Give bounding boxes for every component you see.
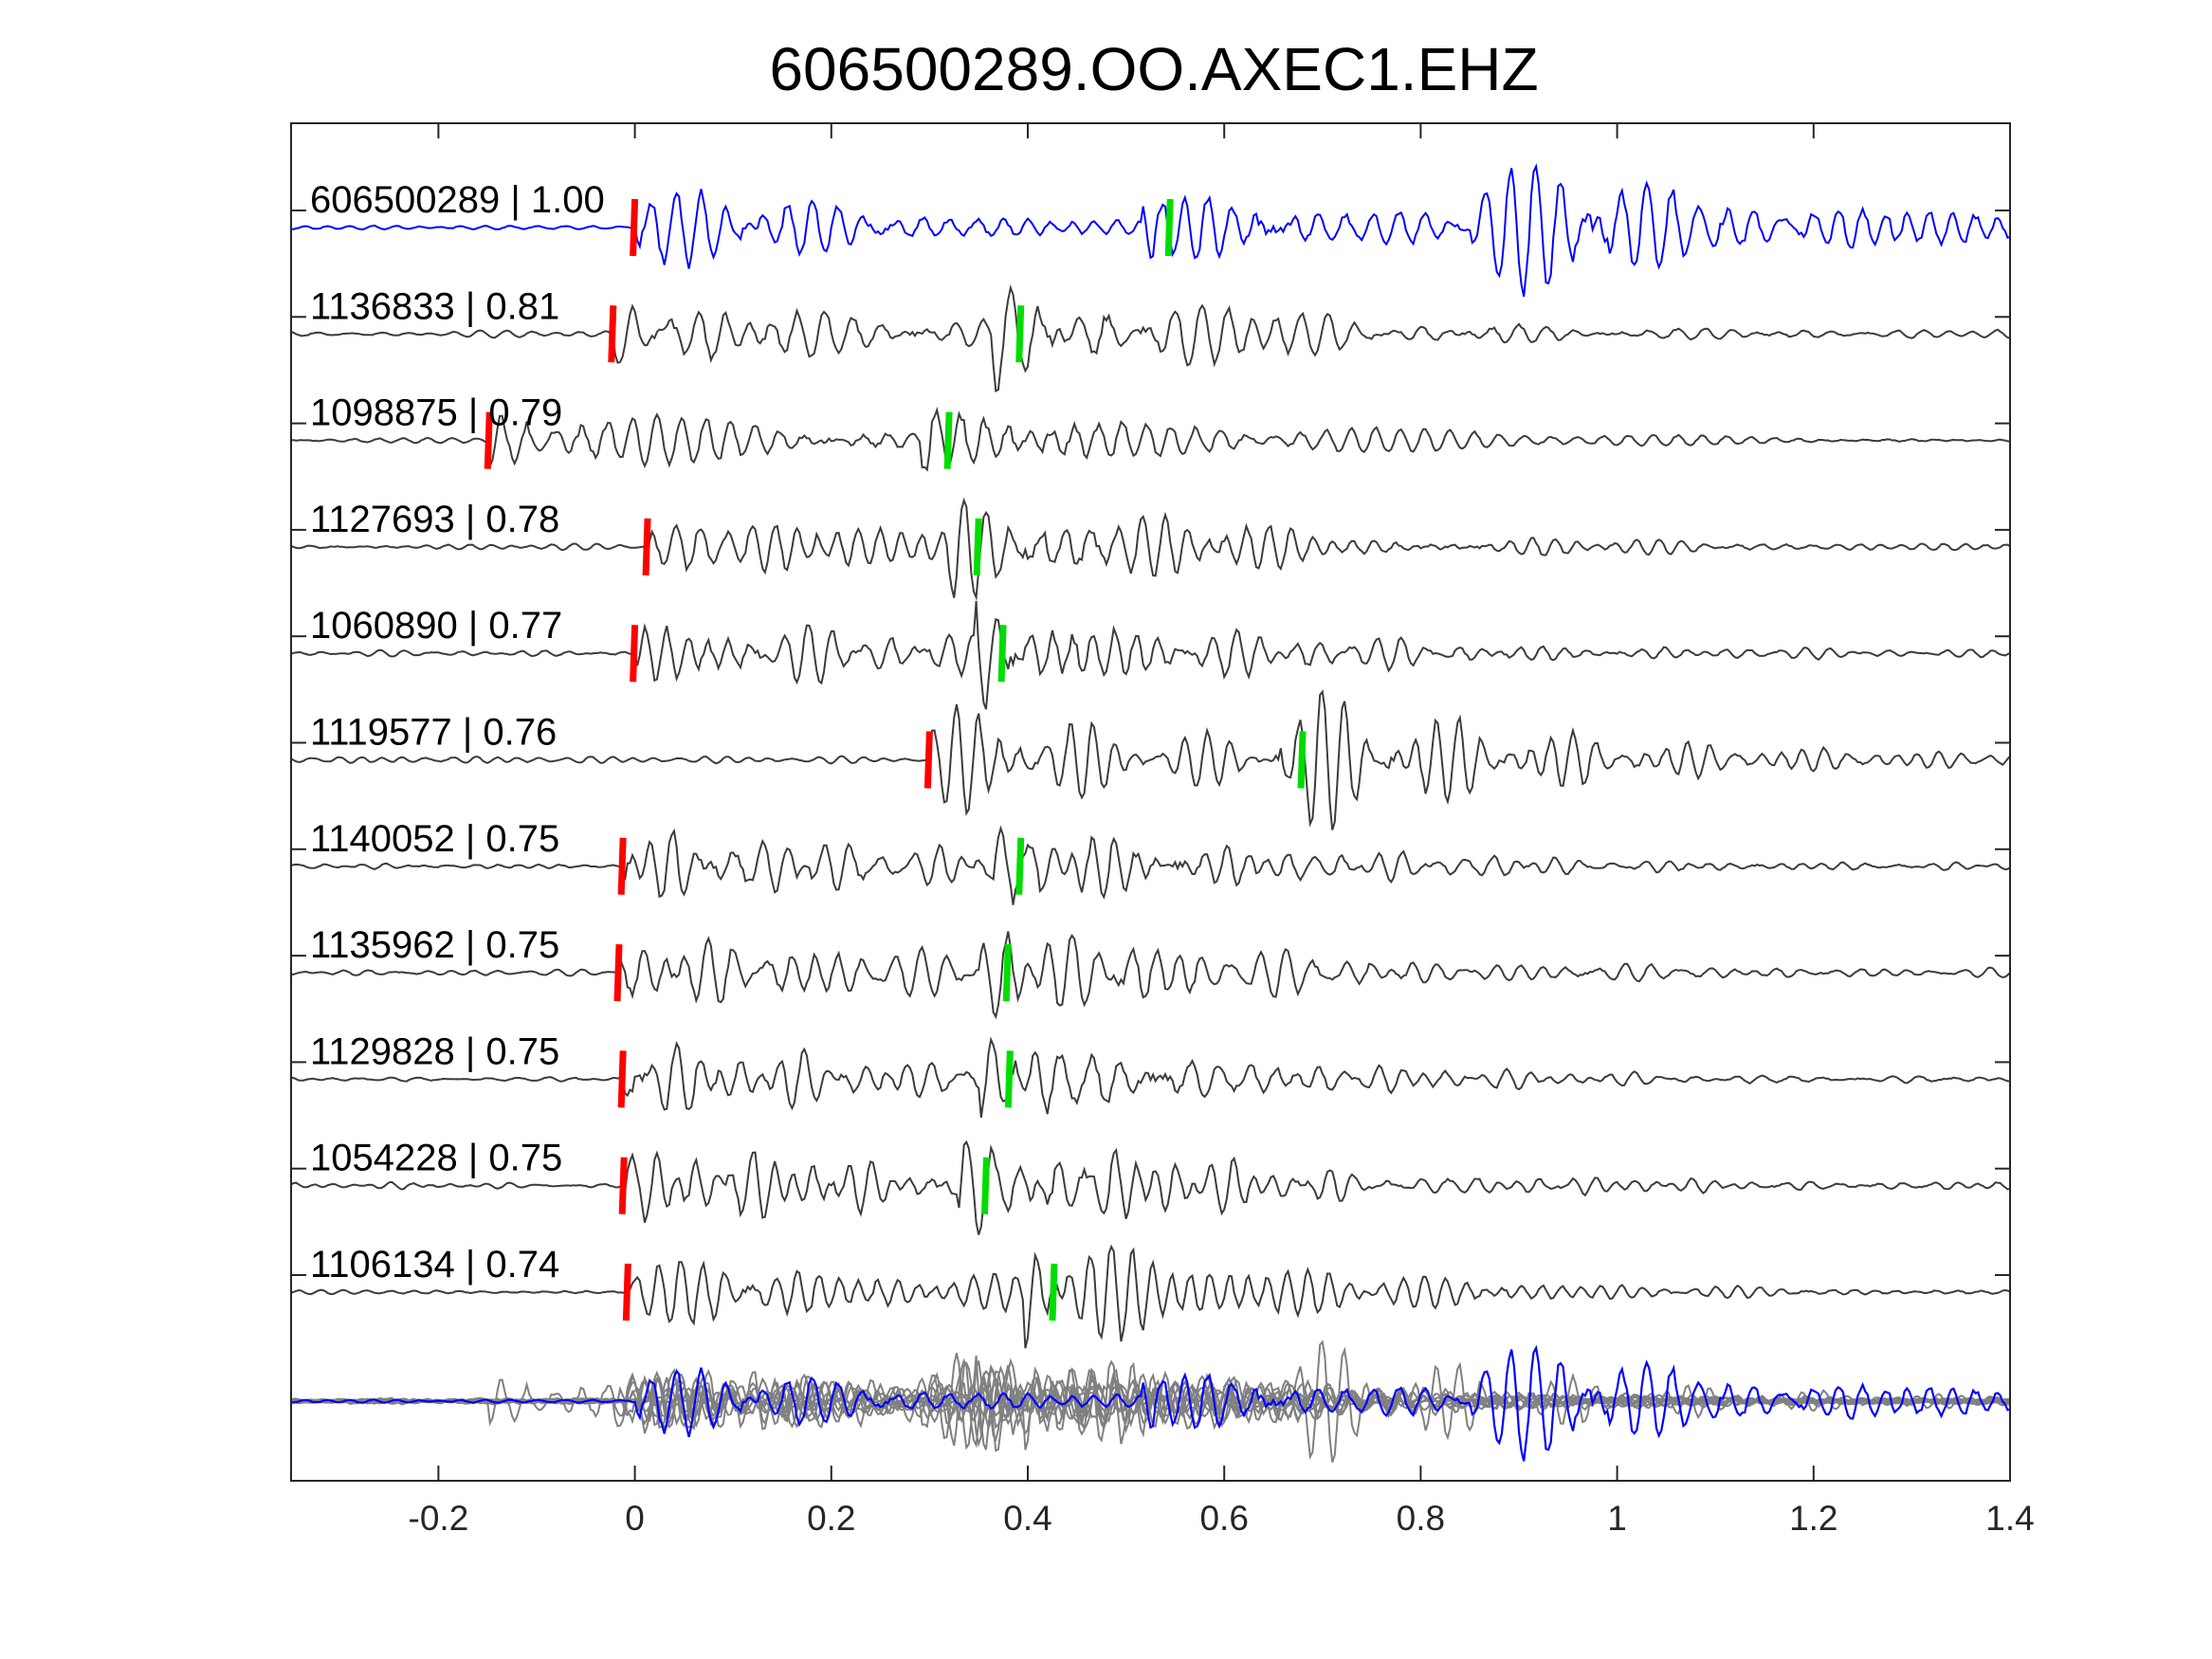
traces-layer xyxy=(290,163,2011,1349)
trace-label-4: 1060890 | 0.77 xyxy=(310,605,562,647)
x-tick-label-0: -0.2 xyxy=(409,1499,469,1538)
trace-label-8: 1129828 | 0.75 xyxy=(310,1030,559,1072)
s-pick-marker-10 xyxy=(1049,1263,1058,1322)
trace-line-9 xyxy=(290,1139,2011,1235)
s-pick-marker-6 xyxy=(1015,837,1025,895)
trace-label-9: 1054228 | 0.75 xyxy=(310,1138,562,1179)
trace-line-6 xyxy=(290,825,2011,905)
x-tick-label-5: 0.8 xyxy=(1397,1499,1445,1538)
s-pick-marker-2 xyxy=(943,411,953,469)
s-pick-marker-5 xyxy=(1297,731,1307,789)
trace-label-2: 1098875 | 0.79 xyxy=(310,392,562,434)
s-pick-marker-3 xyxy=(973,518,982,576)
x-tick-label-1: 0 xyxy=(625,1499,645,1538)
trace-line-0 xyxy=(290,163,2011,298)
x-tick-label-3: 0.4 xyxy=(1003,1499,1051,1538)
p-pick-marker-8 xyxy=(617,1050,627,1108)
trace-line-4 xyxy=(290,600,2011,710)
trace-label-5: 1119577 | 0.76 xyxy=(310,712,557,754)
x-axis-ticks: -0.2 0 0.2 0.4 0.6 0.8 1 1.2 1.4 xyxy=(291,123,2035,1538)
p-pick-marker-6 xyxy=(617,837,627,895)
s-pick-marker-4 xyxy=(997,625,1007,683)
trace-line-1 xyxy=(290,283,2011,392)
x-tick-label-8: 1.4 xyxy=(1985,1499,2034,1538)
p-pick-marker-5 xyxy=(923,731,933,789)
p-pick-marker-9 xyxy=(618,1157,628,1214)
x-tick-label-4: 0.6 xyxy=(1199,1499,1248,1538)
stack-master-trace xyxy=(290,1344,2011,1462)
trace-label-1: 1136833 | 0.81 xyxy=(310,285,559,327)
p-pick-marker-3 xyxy=(642,518,651,576)
p-pick-marker-7 xyxy=(613,943,623,1002)
trace-line-5 xyxy=(290,689,2011,830)
stack-overlay xyxy=(290,1340,2011,1463)
trace-label-0: 606500289 | 1.00 xyxy=(310,179,605,221)
x-tick-label-6: 1 xyxy=(1607,1499,1627,1538)
p-pick-marker-10 xyxy=(622,1263,631,1322)
s-pick-marker-8 xyxy=(1004,1050,1014,1108)
p-pick-marker-4 xyxy=(630,625,639,683)
axes-box xyxy=(290,122,2011,1482)
x-tick-label-2: 0.2 xyxy=(807,1499,855,1538)
chart-title: 606500289.OO.AXEC1.EHZ xyxy=(769,35,1538,103)
trace-line-8 xyxy=(290,1036,2011,1118)
s-pick-marker-1 xyxy=(1015,305,1025,363)
trace-line-10 xyxy=(290,1244,2011,1349)
p-pick-marker-1 xyxy=(608,305,617,363)
trace-label-10: 1106134 | 0.74 xyxy=(310,1244,559,1285)
trace-line-7 xyxy=(290,931,2011,1020)
trace-line-2 xyxy=(290,406,2011,472)
s-pick-marker-7 xyxy=(1002,943,1012,1002)
s-pick-marker-9 xyxy=(980,1157,990,1214)
s-pick-marker-0 xyxy=(1164,198,1174,257)
picks-layer xyxy=(484,198,1307,1322)
p-pick-marker-2 xyxy=(484,411,493,469)
trace-label-6: 1140052 | 0.75 xyxy=(310,818,559,860)
x-tick-label-7: 1.2 xyxy=(1789,1499,1837,1538)
trace-labels: 606500289 | 1.00 1136833 | 0.81 1098875 | … xyxy=(310,179,605,1285)
p-pick-marker-0 xyxy=(630,198,639,257)
trace-label-7: 1135962 | 0.75 xyxy=(310,924,559,966)
trace-line-3 xyxy=(290,497,2011,602)
trace-label-3: 1127693 | 0.78 xyxy=(310,499,559,540)
